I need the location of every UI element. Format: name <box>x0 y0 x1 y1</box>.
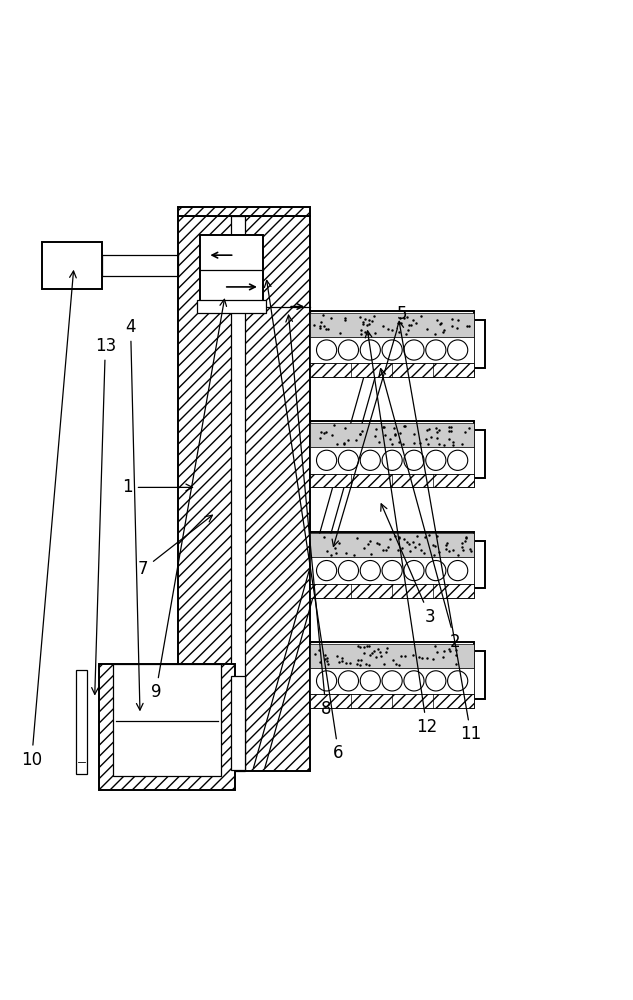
Text: 13: 13 <box>92 337 116 694</box>
Text: 3: 3 <box>381 504 436 626</box>
Bar <box>99 664 235 790</box>
Bar <box>113 664 221 776</box>
Bar <box>474 651 486 699</box>
Bar <box>232 676 245 770</box>
Bar <box>197 300 266 313</box>
Bar <box>310 694 474 708</box>
Bar <box>310 337 474 363</box>
Bar <box>310 474 474 487</box>
Bar <box>42 242 102 289</box>
Bar <box>474 430 486 478</box>
Bar <box>310 584 474 598</box>
Bar <box>474 320 486 368</box>
Bar <box>310 447 474 474</box>
Bar <box>474 541 486 588</box>
Text: 4: 4 <box>125 318 143 710</box>
Bar <box>76 670 87 774</box>
Bar <box>232 216 245 771</box>
Text: 10: 10 <box>21 271 76 769</box>
Bar <box>310 363 474 377</box>
Bar <box>310 644 474 668</box>
Bar <box>310 423 474 447</box>
Text: 1: 1 <box>122 478 192 496</box>
Bar <box>310 668 474 694</box>
Bar <box>310 642 474 708</box>
Text: 11: 11 <box>397 321 482 743</box>
Text: 6: 6 <box>265 280 344 762</box>
Text: 7: 7 <box>138 515 213 578</box>
Text: 9: 9 <box>151 299 227 701</box>
Bar <box>310 533 474 557</box>
Text: 8: 8 <box>286 315 331 718</box>
Text: 5: 5 <box>332 305 407 546</box>
Text: 2: 2 <box>379 369 460 651</box>
Bar <box>178 216 310 771</box>
Bar <box>178 207 310 216</box>
Bar <box>200 235 263 301</box>
Bar <box>310 421 474 487</box>
Text: 12: 12 <box>365 331 437 736</box>
Bar <box>310 313 474 337</box>
Bar <box>310 311 474 377</box>
Bar <box>310 557 474 584</box>
Bar <box>310 532 474 598</box>
